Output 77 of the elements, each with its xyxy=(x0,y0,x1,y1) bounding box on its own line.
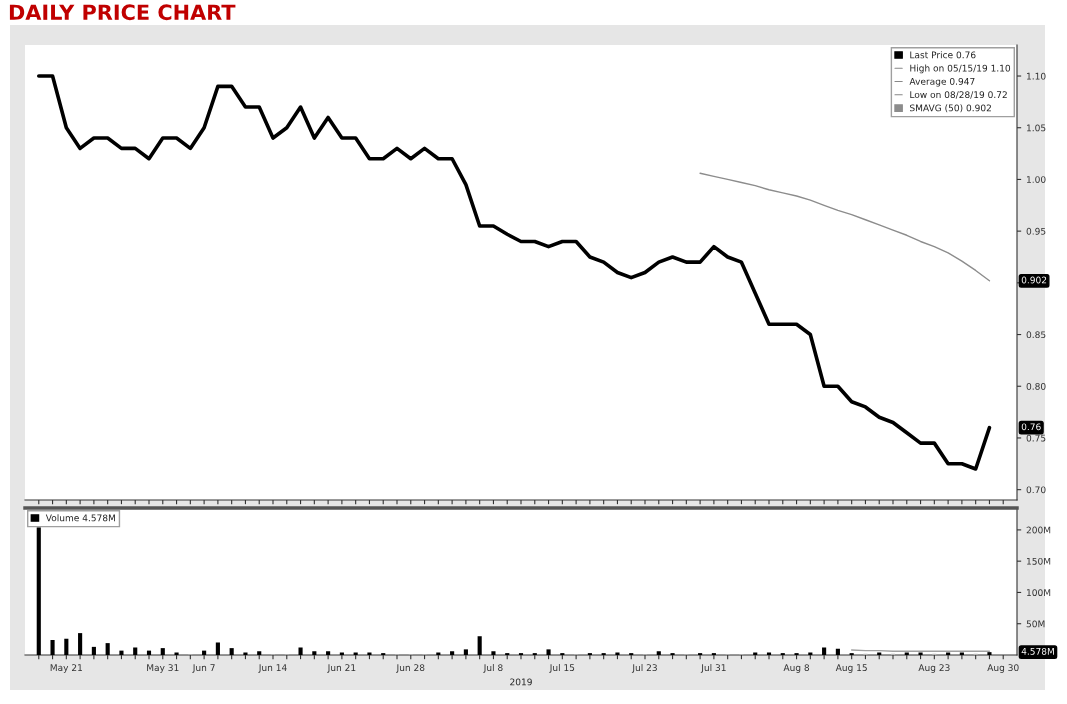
bar xyxy=(615,652,620,655)
bar xyxy=(78,633,83,655)
legend-label: Volume 4.578M xyxy=(45,514,115,522)
bar xyxy=(546,649,551,655)
bar xyxy=(808,652,813,655)
y-tick-label: 1.05 xyxy=(1027,124,1046,132)
y-tick-label: 1.10 xyxy=(1027,72,1046,80)
bar xyxy=(822,647,827,655)
bar xyxy=(946,652,951,655)
bar xyxy=(298,647,303,655)
bar xyxy=(753,652,758,655)
bar xyxy=(877,652,882,655)
bar xyxy=(174,652,179,655)
bar xyxy=(119,650,124,655)
bar xyxy=(918,652,923,655)
bar xyxy=(491,651,496,655)
bar xyxy=(339,652,344,655)
bar xyxy=(904,652,909,655)
bar xyxy=(367,652,372,655)
bar xyxy=(91,646,96,655)
bar xyxy=(215,642,220,655)
line-series xyxy=(699,172,991,282)
legend-label: SMAVG (50) 0.902 xyxy=(910,104,991,113)
y-tick-label: 0.70 xyxy=(1026,486,1046,494)
x-tick-label: Jun 28 xyxy=(396,664,425,673)
bar xyxy=(133,647,138,655)
bar xyxy=(312,651,317,655)
x-tick-label: Jul 8 xyxy=(483,664,503,673)
y-tick-label: 0.75 xyxy=(1026,434,1046,442)
annotation: 4.578M xyxy=(1021,647,1054,655)
x-tick-label: Aug 15 xyxy=(835,664,867,673)
bar xyxy=(64,638,69,655)
x-tick-label: Aug 8 xyxy=(783,664,810,673)
y-tick-label: 50M xyxy=(1026,620,1045,628)
bar xyxy=(243,652,248,655)
x-axis-title: 2019 xyxy=(510,678,532,686)
bar xyxy=(477,636,482,655)
y-tick-label: 100M xyxy=(1027,589,1051,597)
x-tick-label: May 31 xyxy=(147,664,179,673)
x-tick-label: Jul 15 xyxy=(549,664,575,673)
annotation: High on 05/15/19 1.10 xyxy=(910,64,1011,74)
bar xyxy=(229,648,234,655)
bar xyxy=(105,643,110,655)
bar xyxy=(36,527,41,655)
bar xyxy=(257,651,262,655)
bar xyxy=(656,651,661,655)
x-tick-label: Aug 23 xyxy=(918,664,950,673)
y-tick-label: 0.85 xyxy=(1026,331,1046,339)
bar xyxy=(959,652,964,655)
y-tick-label: 150M xyxy=(1027,557,1051,565)
bar xyxy=(463,649,468,655)
y-tick-label: 200M xyxy=(1026,526,1051,534)
bar xyxy=(160,648,165,655)
chart-title: DAILY PRICE CHART xyxy=(9,4,236,21)
annotation: Low on 08/28/19 0.72 xyxy=(910,91,1007,99)
annotation: 0.76 xyxy=(1021,423,1041,431)
x-tick-label: Jun 21 xyxy=(327,664,356,673)
bar xyxy=(450,651,455,655)
y-tick-label: 0.95 xyxy=(1026,227,1046,235)
y-tick-label: 0.80 xyxy=(1026,382,1046,390)
x-tick-label: Jun 7 xyxy=(192,664,215,673)
bar xyxy=(436,652,441,655)
bar xyxy=(50,639,55,655)
x-tick-label: Jul 31 xyxy=(700,664,726,673)
bar xyxy=(326,651,331,655)
x-tick-label: Jun 14 xyxy=(258,664,287,673)
x-tick-label: Aug 30 xyxy=(987,664,1019,673)
y-tick-label: 1.00 xyxy=(1027,176,1046,183)
bar xyxy=(987,652,992,655)
annotation: 0.902 xyxy=(1021,276,1047,284)
bar xyxy=(766,652,772,655)
annotation: Average 0.947 xyxy=(909,77,975,87)
bar xyxy=(835,648,840,655)
x-tick-label: Jul 23 xyxy=(631,664,657,673)
x-tick-label: May 21 xyxy=(50,664,83,673)
legend-label: Last Price 0.76 xyxy=(910,51,976,59)
bar xyxy=(353,652,358,655)
